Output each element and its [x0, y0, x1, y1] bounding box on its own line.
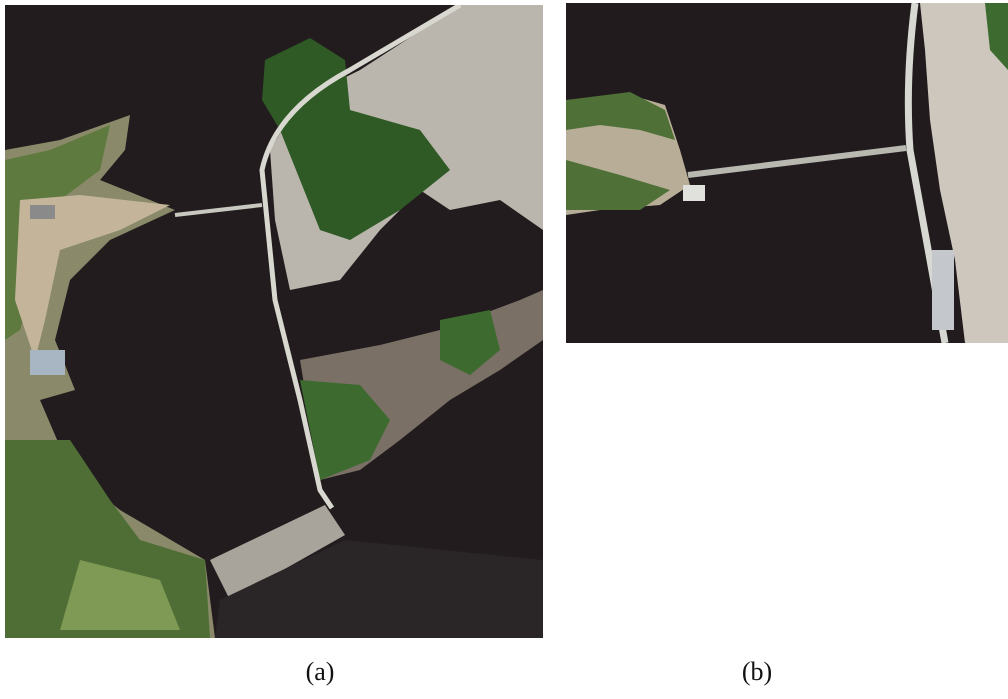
building: [30, 350, 65, 375]
photo-a: [5, 5, 543, 638]
panel-label: (b): [742, 657, 772, 686]
panel-label: (a): [306, 657, 335, 686]
photo-b: [566, 3, 1008, 343]
boat-house: [683, 185, 705, 201]
building: [30, 205, 55, 219]
building: [932, 250, 954, 330]
figure: (a) (b): [0, 0, 1008, 694]
